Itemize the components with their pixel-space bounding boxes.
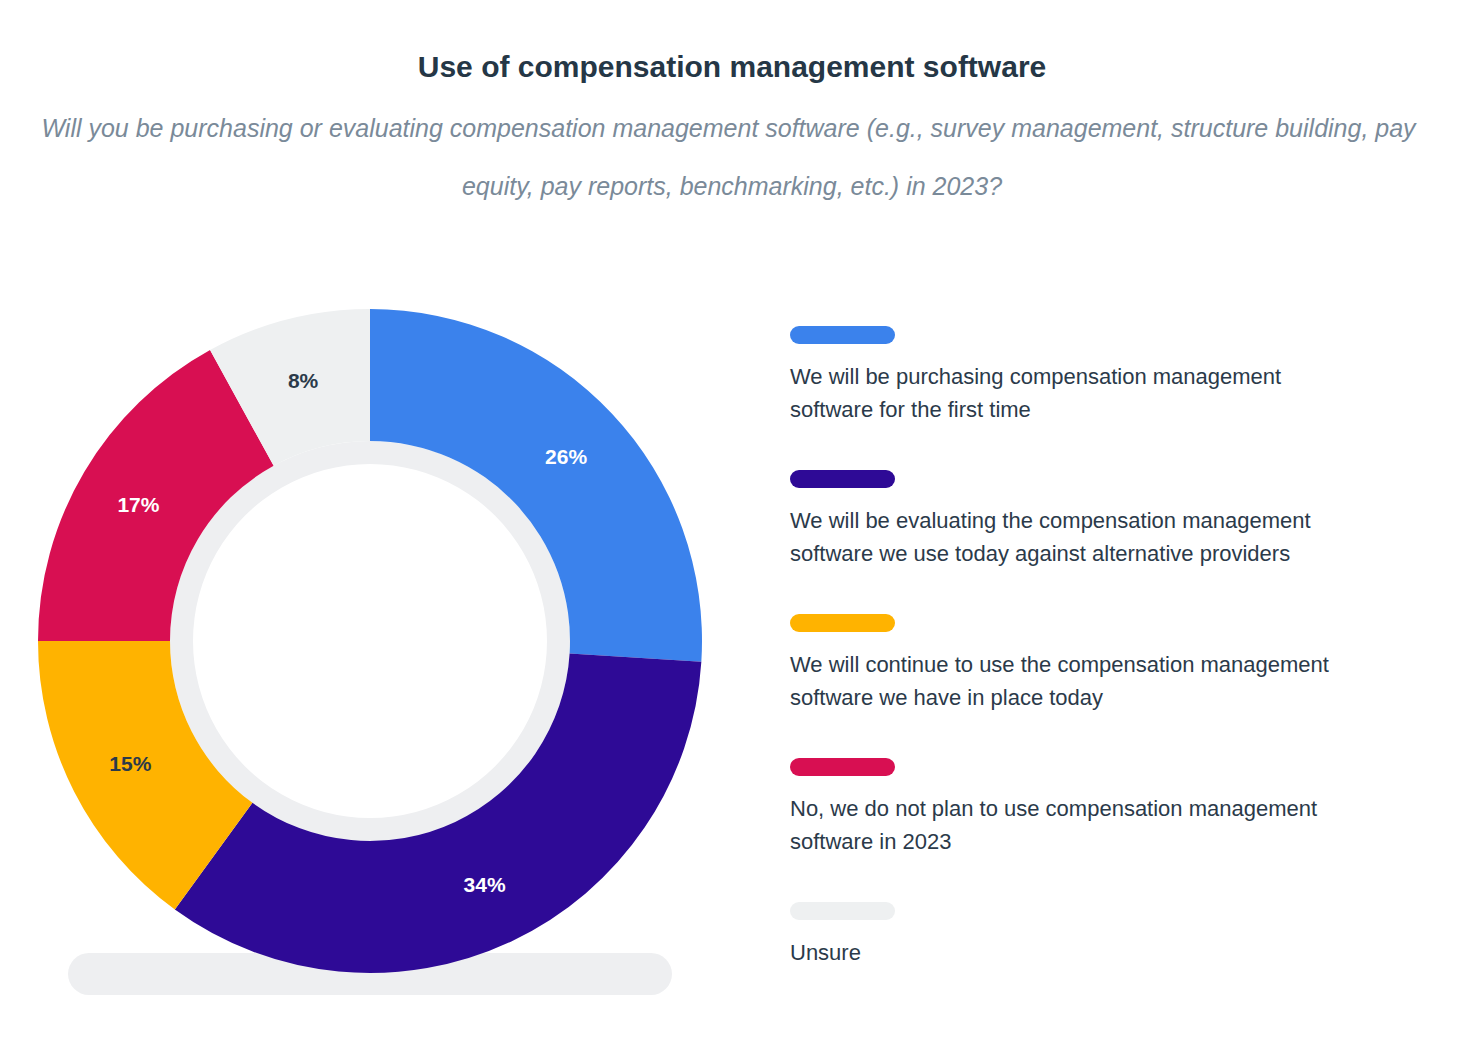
svg-text:We will be evaluating the comp: We will be evaluating the compensation m… (790, 508, 1317, 533)
svg-text:15%: 15% (109, 752, 151, 775)
svg-text:software we use today against: software we use today against alternativ… (790, 541, 1290, 566)
svg-text:software we have in place toda: software we have in place today (790, 685, 1103, 710)
svg-text:software in 2023: software in 2023 (790, 829, 951, 854)
svg-text:26%: 26% (545, 445, 587, 468)
svg-text:17%: 17% (117, 493, 159, 516)
svg-text:8%: 8% (288, 369, 319, 392)
svg-text:Use of compensation management: Use of compensation management software (418, 50, 1046, 83)
svg-text:Will you be purchasing or eval: Will you be purchasing or evaluating com… (41, 114, 1422, 142)
svg-text:equity, pay reports, benchmark: equity, pay reports, benchmarking, etc.)… (462, 172, 1002, 200)
svg-text:No, we do not plan to use comp: No, we do not plan to use compensation m… (790, 796, 1323, 821)
svg-text:Unsure: Unsure (790, 940, 861, 965)
svg-text:We will continue to use the co: We will continue to use the compensation… (790, 652, 1335, 677)
svg-text:34%: 34% (464, 873, 506, 896)
svg-text:software for the first time: software for the first time (790, 397, 1031, 422)
svg-text:We will be purchasing compensa: We will be purchasing compensation manag… (790, 364, 1287, 389)
